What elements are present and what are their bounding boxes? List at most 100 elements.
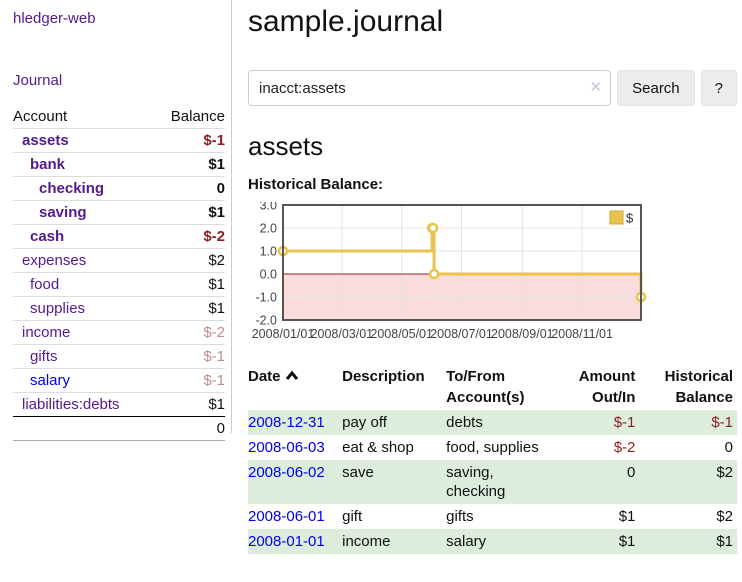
register-header-row: Date Description To/From Account(s) Amoun… (248, 364, 737, 410)
balance-chart: 3.0 2.0 1.0 0.0 -1.0 -2.02008/01/012008/03/01… (252, 199, 647, 341)
register-accounts: saving, checking (446, 464, 506, 500)
register-row: 2008-06-02 save saving, checking 0 $2 (248, 460, 737, 504)
svg-text:2008/11/01: 2008/11/01 (551, 327, 613, 341)
register-date-link[interactable]: 2008-06-02 (248, 464, 325, 481)
register-date-link[interactable]: 2008-01-01 (248, 533, 325, 550)
account-row: saving $1 (13, 200, 225, 225)
register-header-accounts: To/From Account(s) (446, 368, 525, 406)
account-row: cash $-2 (13, 224, 225, 249)
page-title: sample.journal (248, 5, 444, 38)
register-description: gift (342, 508, 363, 525)
register-header-date[interactable]: Date (248, 364, 342, 410)
account-balance: $-2 (153, 320, 225, 345)
account-link[interactable]: supplies (30, 300, 86, 317)
app-brand-link[interactable]: hledger-web (13, 10, 96, 27)
clear-search-icon[interactable]: ✕ (589, 79, 603, 96)
accounts-total-row: 0 (13, 416, 225, 441)
register-accounts: gifts (446, 508, 474, 525)
account-link[interactable]: checking (39, 180, 105, 197)
account-balance: 0 (153, 176, 225, 201)
account-link[interactable]: gifts (30, 348, 58, 365)
search-button[interactable]: Search (617, 70, 695, 106)
register-date-link[interactable]: 2008-12-31 (248, 414, 325, 431)
register-description: pay off (342, 414, 387, 431)
register-balance: 0 (724, 439, 733, 456)
account-balance: $-1 (153, 344, 225, 369)
account-balance: $1 (153, 152, 225, 177)
search-input[interactable] (248, 70, 612, 106)
accounts-total-value: 0 (153, 416, 225, 441)
account-balance: $1 (153, 272, 225, 297)
svg-text:3.0: 3.0 (260, 202, 277, 213)
svg-text:-2.0: -2.0 (255, 314, 277, 328)
search-form: ✕ Search ? (248, 70, 737, 106)
register-description: eat & shop (342, 439, 414, 456)
register-balance: $1 (716, 533, 733, 550)
svg-text:2008/03/01: 2008/03/01 (311, 327, 374, 341)
account-row: liabilities:debts $1 (13, 392, 225, 417)
main-content: sample.journal ✕ Search ? assets Histori… (248, 0, 737, 554)
svg-text:1.0: 1.0 (260, 245, 277, 259)
account-link[interactable]: cash (30, 228, 65, 245)
chart-container: 3.0 2.0 1.0 0.0 -1.0 -2.0 2008/01/01 2008/03/01… (248, 199, 737, 348)
register-date-link[interactable]: 2008-06-03 (248, 439, 325, 456)
register-accounts: salary (446, 533, 487, 550)
account-row: supplies $1 (13, 296, 225, 321)
account-balance: $-2 (153, 224, 225, 249)
register-amount: $1 (618, 533, 636, 550)
svg-text:$: $ (626, 211, 634, 226)
account-link[interactable]: expenses (22, 252, 87, 269)
account-balance: $1 (153, 296, 225, 321)
account-link[interactable]: salary (30, 372, 71, 389)
sort-asc-icon (285, 366, 299, 387)
register-balance: $2 (716, 464, 733, 481)
register-header-amount: Amount Out/In (578, 368, 636, 406)
help-button[interactable]: ? (700, 70, 737, 106)
register-accounts: debts (446, 414, 483, 431)
register-header-balance: Historical Balance (664, 368, 733, 406)
register-amount: $-2 (613, 439, 636, 456)
register-amount: $-1 (613, 414, 636, 431)
sidebar: hledger-web Journal Account Balance asse… (0, 0, 232, 441)
svg-text:2008/07/01: 2008/07/01 (430, 327, 493, 341)
account-link[interactable]: liabilities:debts (22, 396, 120, 413)
svg-text:0.0: 0.0 (260, 268, 277, 282)
account-balance: $1 (153, 200, 225, 225)
account-row: gifts $-1 (13, 344, 225, 369)
svg-text:2.0: 2.0 (260, 222, 277, 236)
register-header-description: Description (342, 368, 425, 385)
account-balance: $2 (153, 248, 225, 273)
account-link[interactable]: assets (22, 132, 69, 149)
register-description: income (342, 533, 391, 550)
account-row: expenses $2 (13, 248, 225, 273)
account-link[interactable]: income (22, 324, 71, 341)
svg-text:2008/01/01: 2008/01/01 (252, 327, 315, 341)
register-description: save (342, 464, 374, 481)
account-balance: $-1 (153, 368, 225, 393)
register-row: 2008-06-03 eat & shop food, supplies $-2… (248, 435, 737, 460)
svg-text:-1.0: -1.0 (255, 291, 277, 305)
account-link[interactable]: saving (39, 204, 87, 221)
register-row: 2008-01-01 income salary $1 $1 (248, 529, 737, 554)
chart-label: Historical Balance: (248, 176, 384, 193)
register-row: 2008-12-31 pay off debts $-1 $-1 (248, 410, 737, 435)
accounts-table-header: Account Balance (13, 105, 225, 129)
account-link[interactable]: bank (30, 156, 66, 173)
sidebar-item-journal[interactable]: Journal (13, 72, 63, 89)
account-link[interactable]: food (30, 276, 60, 293)
account-row: food $1 (13, 272, 225, 297)
register-balance: $2 (716, 508, 733, 525)
account-row: assets $-1 (13, 128, 225, 153)
register-date-link[interactable]: 2008-06-01 (248, 508, 325, 525)
register-row: 2008-06-01 gift gifts $1 $2 (248, 504, 737, 529)
account-row: salary $-1 (13, 368, 225, 393)
account-balance: $-1 (153, 128, 225, 153)
register-amount: $1 (618, 508, 636, 525)
register-accounts: food, supplies (446, 439, 539, 456)
account-balance: $1 (153, 392, 225, 417)
register-table: Date Description To/From Account(s) Amoun… (248, 364, 737, 554)
account-row: bank $1 (13, 152, 225, 177)
svg-text:2008/05/01: 2008/05/01 (370, 327, 433, 341)
accounts-header-account: Account (13, 108, 68, 125)
register-amount: 0 (627, 464, 636, 481)
